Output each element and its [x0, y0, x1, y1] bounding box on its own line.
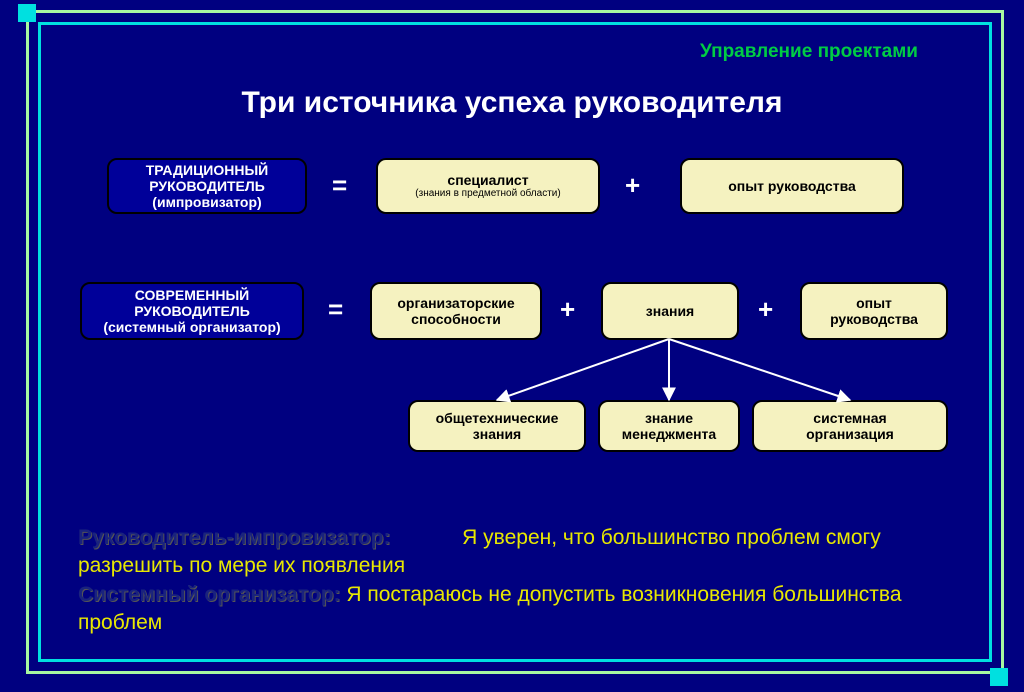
row2-leader-line2: РУКОВОДИТЕЛЬ: [134, 303, 250, 319]
row2-leader-line1: СОВРЕМЕННЫЙ: [135, 287, 249, 303]
row1-leader-line3: (импровизатор): [152, 194, 261, 210]
row3-box3-line2: организация: [806, 426, 894, 442]
corner-bottom-right: [990, 668, 1008, 686]
footer-line1: Руководитель-импровизатор: Я уверен, что…: [78, 524, 958, 552]
page-title: Три источника успеха руководителя: [0, 86, 1024, 120]
footer-text-1b: разрешить по мере их появления: [78, 554, 405, 577]
row3-box1-line2: знания: [473, 426, 521, 442]
row1-leader-box: ТРАДИЦИОННЫЙ РУКОВОДИТЕЛЬ (импровизатор): [107, 158, 307, 214]
row1-box1-line2: (знания в предметной области): [415, 188, 560, 200]
row2-box-org: организаторские способности: [370, 282, 542, 340]
row1-box-experience: опыт руководства: [680, 158, 904, 214]
row2-plus2: +: [758, 294, 773, 325]
row2-box3-line2: руководства: [830, 311, 918, 327]
row2-box-knowledge: знания: [601, 282, 739, 340]
section-subtitle: Управление проектами: [700, 41, 918, 63]
row2-equals: =: [328, 294, 343, 325]
row3-box-tech: общетехнические знания: [408, 400, 586, 452]
footer-label-system: Системный организатор:: [78, 583, 341, 606]
row1-plus: +: [625, 170, 640, 201]
row2-box2-text: знания: [646, 303, 694, 319]
row3-box3-line1: системная: [813, 410, 886, 426]
row2-box-experience: опыт руководства: [800, 282, 948, 340]
corner-top-left: [18, 4, 36, 22]
row3-box-system: системная организация: [752, 400, 948, 452]
row1-leader-line2: РУКОВОДИТЕЛЬ: [149, 178, 265, 194]
footer-block: Руководитель-импровизатор: Я уверен, что…: [78, 524, 958, 637]
row3-box2-line1: знание: [645, 410, 693, 426]
row1-leader-line1: ТРАДИЦИОННЫЙ: [146, 162, 269, 178]
footer-line2: разрешить по мере их появления: [78, 552, 958, 580]
row2-leader-box: СОВРЕМЕННЫЙ РУКОВОДИТЕЛЬ (системный орга…: [80, 282, 304, 340]
footer-label-improv: Руководитель-импровизатор:: [78, 526, 390, 549]
row2-box1-line1: организаторские: [397, 295, 514, 311]
row2-leader-line3: (системный организатор): [103, 319, 280, 335]
row2-box3-line1: опыт: [856, 295, 892, 311]
footer-line4: проблем: [78, 609, 958, 637]
row3-box-mgmt: знание менеджмента: [598, 400, 740, 452]
row1-box1-line1: специалист: [447, 172, 528, 188]
row1-box2-text: опыт руководства: [728, 178, 856, 194]
row2-box1-line2: способности: [411, 311, 501, 327]
footer-text-2b: проблем: [78, 611, 162, 634]
footer-text-1a: Я уверен, что большинство проблем смогу: [462, 526, 881, 549]
footer-line3: Системный организатор: Я постараюсь не д…: [78, 581, 958, 609]
row3-box1-line1: общетехнические: [436, 410, 559, 426]
row2-plus1: +: [560, 294, 575, 325]
footer-text-2a: Я постараюсь не допустить возникновения …: [346, 583, 901, 606]
row1-equals: =: [332, 170, 347, 201]
row3-box2-line2: менеджмента: [622, 426, 716, 442]
row1-box-specialist: специалист (знания в предметной области): [376, 158, 600, 214]
